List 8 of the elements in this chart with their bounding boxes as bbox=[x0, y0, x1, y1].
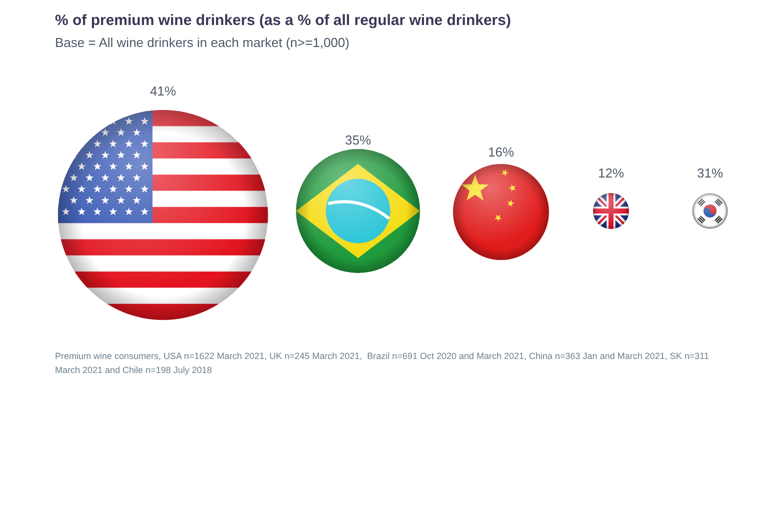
text: Base = All wine drinkers in each market (n>=1,000) bbox=[55, 35, 350, 50]
data-label: 35% bbox=[344, 132, 372, 148]
data-label: 16% bbox=[488, 144, 514, 160]
text: % of premium wine drinkers (as a % of all regular wine drinkers) bbox=[55, 12, 511, 29]
data-label: 31% bbox=[696, 166, 724, 180]
data-label: 41% bbox=[150, 84, 176, 98]
data-label: 12% bbox=[598, 166, 624, 180]
text: Premium wine consumers, USA n=1622 March 2021, UK n=245 March 2021, Brazil n=691 Oct 2020 and March 2021, China n=363 Jan and March 2021, SK n=311 March 2021 and Chile n=198 July 2018 bbox=[55, 351, 712, 375]
